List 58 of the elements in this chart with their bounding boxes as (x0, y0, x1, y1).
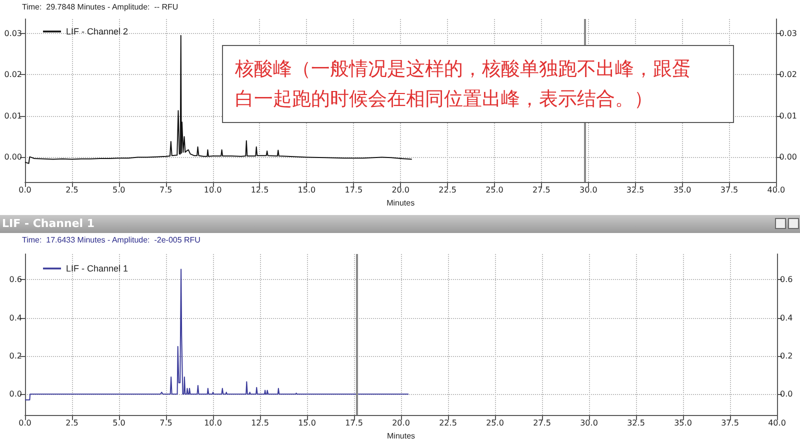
x-tick-label: 10.0 (204, 186, 222, 194)
x-tick-label: 40.0 (767, 186, 786, 194)
y-tick-label: 0.4 (9, 313, 22, 322)
y-tick-label: 0.0 (9, 390, 22, 399)
y2-tick-label: 0.4 (780, 313, 793, 322)
x-tick-label: 20.0 (392, 186, 410, 194)
legend-label: LIF - Channel 2 (66, 26, 128, 36)
x-tick-label: 7.5 (160, 418, 172, 428)
y-tick-label: 0.00 (4, 152, 22, 162)
x-tick-label: 35.0 (674, 418, 692, 428)
legend-label: LIF - Channel 1 (66, 264, 128, 274)
y2-tick-label: 0.0 (780, 390, 793, 399)
y2-tick-label: 0.02 (779, 70, 797, 80)
x-tick-label: 37.5 (720, 186, 738, 194)
x-tick-label: 27.5 (532, 186, 550, 194)
x-tick-label: 22.5 (439, 418, 457, 428)
x-tick-label: 0.0 (18, 418, 32, 428)
x-tick-label: 7.5 (159, 186, 172, 194)
x-tick-label: 15.0 (298, 186, 316, 194)
x-tick-label: 40.0 (768, 418, 786, 428)
x-tick-label: 0.0 (18, 186, 32, 194)
x-axis-title: Minutes (386, 432, 416, 440)
y2-tick-label: 0.6 (780, 275, 793, 284)
y2-tick-label: 0.2 (780, 352, 793, 360)
chart-subtitle: Time: 29.7848 Minutes - Amplitude: -- RFU (22, 2, 178, 12)
x-tick-label: 15.0 (298, 418, 316, 428)
y-tick-label: 0.03 (4, 28, 22, 38)
x-tick-label: 32.5 (626, 186, 644, 194)
x-tick-label: 2.5 (66, 418, 78, 428)
x-tick-label: 12.5 (251, 418, 269, 428)
y2-tick-label: 0.01 (779, 111, 797, 120)
x-tick-label: 10.0 (204, 418, 222, 428)
y2-tick-label: 0.03 (779, 28, 797, 38)
x-tick-label: 25.0 (486, 418, 504, 428)
annotation: 核酸峰（一般情况是这样的，核酸单独跑不出峰，跟蛋白一起跑的时候会在相同位置出峰，表示结合。） (234, 58, 691, 110)
x-axis-title: Minutes (386, 198, 415, 208)
x-tick-label: 17.5 (345, 418, 363, 428)
x-tick-label: 20.0 (392, 418, 410, 428)
x-tick-label: 25.0 (486, 186, 504, 194)
x-tick-label: 5.0 (112, 418, 126, 428)
x-tick-label: 5.0 (112, 186, 126, 194)
chart-subtitle: Time: 17.6433 Minutes - Amplitude: -2e-005 RFU (22, 236, 201, 244)
y-tick-label: 0.2 (9, 352, 22, 360)
x-tick-label: 27.5 (533, 418, 551, 428)
x-tick-label: 30.0 (579, 186, 598, 194)
y2-tick-label: 0.00 (779, 152, 797, 162)
x-tick-label: 17.5 (344, 186, 363, 194)
x-tick-label: 22.5 (438, 186, 456, 194)
x-tick-label: 32.5 (627, 418, 645, 428)
chart-title: LIF - Channel 1 (0, 215, 800, 233)
y-tick-label: 0.6 (9, 275, 22, 284)
x-tick-label: 12.5 (250, 186, 269, 194)
y-tick-label: 0.01 (4, 111, 22, 120)
x-tick-label: 2.5 (66, 186, 78, 194)
x-tick-label: 35.0 (673, 186, 692, 194)
x-tick-label: 37.5 (721, 418, 739, 428)
y-tick-label: 0.02 (4, 70, 22, 80)
x-tick-label: 30.0 (580, 418, 598, 428)
